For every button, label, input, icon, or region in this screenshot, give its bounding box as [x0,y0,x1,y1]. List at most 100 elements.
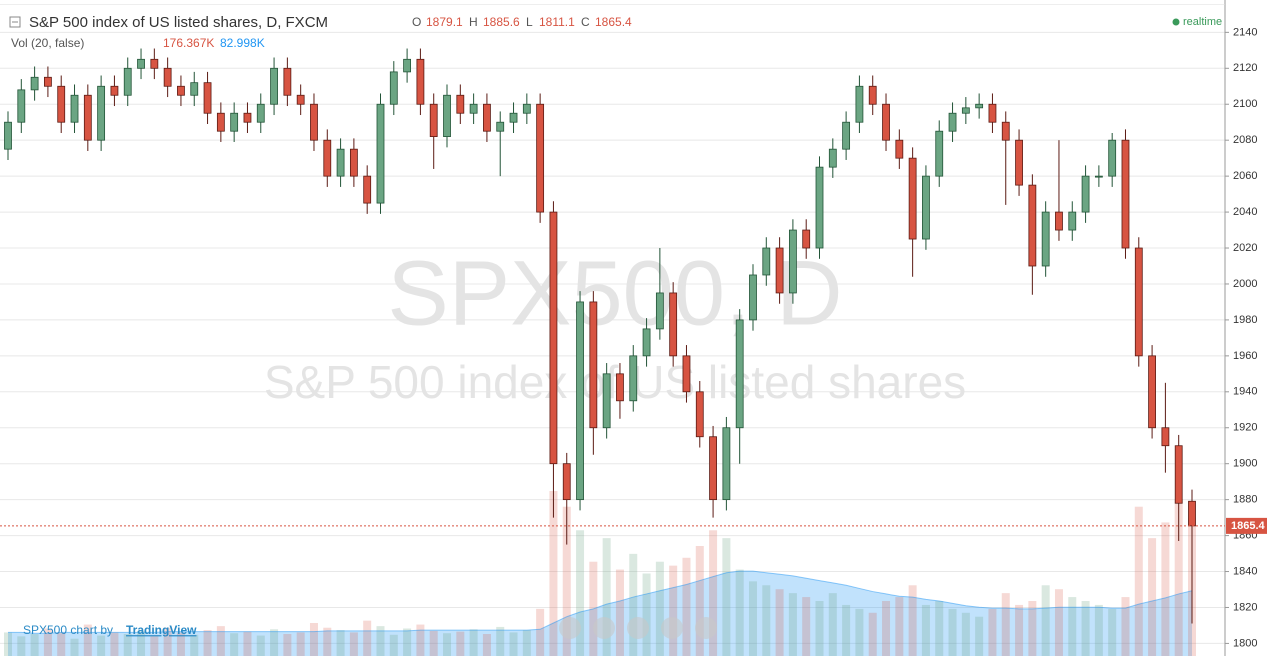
y-tick-label: 2080 [1233,134,1257,146]
candle-body [70,94,79,123]
volume-bar [735,569,744,656]
candle-body [1081,175,1090,213]
candle-body [363,175,372,204]
y-tick-label: 1820 [1233,601,1257,613]
volume-bar [456,631,465,656]
y-tick-label: 1840 [1233,565,1257,577]
volume-bar [389,634,398,656]
candle-body [522,103,531,114]
candle-body [562,463,571,501]
volume-bar [1108,608,1117,656]
volume-bar [70,638,79,656]
candle-body [922,175,930,240]
candle-body [616,373,624,402]
grid [0,31,1225,644]
volume-bar [695,546,704,656]
y-tick-label: 1800 [1233,637,1257,649]
volume-bar [748,581,757,656]
ohlc-label: H [469,15,478,29]
volume-bar [1081,601,1090,656]
reset-button[interactable] [627,617,649,639]
ohlc-label: C [581,15,590,29]
volume-ma-line [8,570,1193,634]
candle-body [709,436,717,501]
candle-body [190,82,199,96]
volume-bar [788,593,797,656]
watermark-description: S&P 500 index of US listed shares [264,356,966,408]
volume-bar [123,634,132,656]
volume-bar [576,530,585,656]
y-tick-label: 2060 [1233,170,1257,182]
collapse-icon[interactable] [9,16,21,28]
ohlc-label: L [526,15,533,29]
candle-body [988,103,997,123]
candle-body [270,67,278,105]
volume-bar [1094,604,1103,656]
volume-bar [309,623,318,656]
volume-bar [655,561,664,656]
candle-body [762,247,771,276]
volume-bar [988,608,997,656]
candle-body [948,112,957,132]
candle-body [682,355,691,393]
volume-bar [482,634,491,656]
volume-pane [4,491,1196,656]
candle-body [296,94,305,105]
zoom-out-button[interactable] [593,617,615,639]
y-tick-label: 1920 [1233,422,1257,434]
volume-bar [882,601,891,656]
volume-bar [642,573,651,656]
last-price-box [1226,517,1267,534]
candle-body [1161,427,1170,447]
volume-bar [163,627,172,656]
volume-bar [1041,585,1050,656]
candle-body [83,94,92,141]
candle-body [735,319,744,429]
ohlc-value: 1885.6 [483,15,520,29]
candle-body [908,157,917,240]
candle-body [1055,211,1063,231]
candle-body [509,112,518,123]
ohlc-legend: O 1879.1 H 1885.6 L 1811.1 C 1865.4 [412,15,632,29]
volume-bar [349,632,358,656]
scroll-right-button[interactable] [695,617,717,639]
volume-bar [216,626,225,656]
volume-bar [1015,604,1024,656]
volume-bar [230,633,239,656]
volume-bar [83,624,92,656]
candle-body [722,427,731,501]
volume-bar [935,601,944,656]
volume-bar [176,632,185,656]
volume-bar [1134,506,1143,656]
candle-body [216,112,225,132]
zoom-in-button[interactable] [661,617,683,639]
volume-bar [150,636,159,656]
volume-bar [256,635,265,656]
candle-body [323,139,332,177]
volume-bar [802,597,811,656]
volume-bar [190,634,199,656]
candle-body [336,148,345,177]
volume-bar [1068,597,1077,656]
volume-bar [961,612,970,656]
candle-body [429,103,438,137]
volume-bar [110,632,119,656]
candle-body [30,76,39,91]
candle-body [150,58,159,69]
price-axis: 1800182018401860188019001920194019601980… [1225,26,1257,649]
volume-bar [855,608,864,656]
scroll-left-button[interactable] [559,617,581,639]
ohlc-value: 1811.1 [539,15,575,29]
volume-bar [722,538,731,656]
volume-bar [443,633,452,656]
candle-body [1148,355,1156,429]
candle-body [243,112,252,123]
candle-body [483,103,491,132]
candle-body [975,103,984,109]
candle-body [283,67,292,96]
candle-body [802,229,811,249]
candle-body [749,274,757,321]
candle-body [1001,121,1010,141]
footer-link[interactable]: TradingView [126,623,197,637]
